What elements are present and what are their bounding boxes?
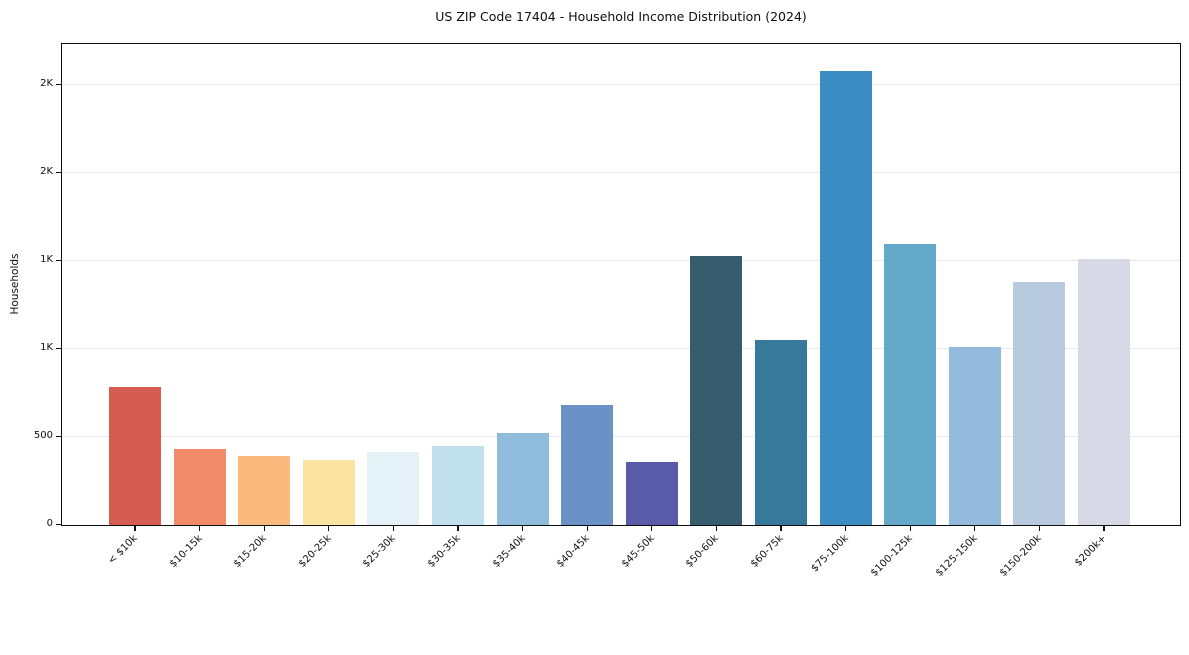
x-tick-label: $150-200k xyxy=(998,533,1045,579)
y-tick-mark xyxy=(56,347,61,349)
x-tick-mark xyxy=(457,526,459,531)
x-tick-mark xyxy=(715,526,718,531)
x-tick-label: $45-50k xyxy=(619,533,657,570)
x-tick-mark xyxy=(909,526,911,531)
gridline xyxy=(62,84,1180,86)
x-tick-label: $60-75k xyxy=(748,533,786,570)
plot-area: 0 500 1K 1K 2K 2K < $10k $10-15k $15-20k $20-25k $… xyxy=(34,43,1181,579)
y-tick-label: 2K xyxy=(40,166,53,178)
x-tick-mark xyxy=(586,526,588,531)
gridline xyxy=(62,172,1180,174)
bar-9 xyxy=(690,256,743,525)
x-tick-mark xyxy=(1103,526,1105,531)
y-tick-label: 1K xyxy=(40,342,53,354)
gridline xyxy=(62,260,1180,262)
bar-1 xyxy=(173,449,226,525)
y-tick-mark xyxy=(56,435,61,437)
bar-10 xyxy=(755,340,807,525)
y-tick-mark xyxy=(56,259,61,262)
x-tick-mark xyxy=(1038,526,1041,531)
x-tick-mark xyxy=(651,526,653,531)
bar-6 xyxy=(496,432,549,525)
x-tick-label: $15-20k xyxy=(232,533,269,570)
x-tick-label: $30-35k xyxy=(425,533,463,570)
x-tick-mark xyxy=(198,526,201,531)
x-tick-mark xyxy=(974,526,976,531)
x-tick-label: $25-30k xyxy=(361,533,399,570)
x-tick-label: $10-15k xyxy=(167,533,205,570)
y-tick-mark xyxy=(56,83,61,86)
x-tick-mark xyxy=(844,526,847,531)
bar-4 xyxy=(367,452,420,525)
y-tick-label: 500 xyxy=(33,430,53,442)
bar-12 xyxy=(884,243,937,525)
x-tick-label: $50-60k xyxy=(684,533,722,570)
x-tick-mark xyxy=(134,526,136,531)
x-tick-label: $125-150k xyxy=(933,533,980,579)
x-tick-label: $40-45k xyxy=(555,533,592,570)
x-tick-mark xyxy=(392,526,395,531)
x-tick-mark xyxy=(780,526,782,531)
gridline xyxy=(62,436,1180,438)
bar-5 xyxy=(432,445,484,525)
bar-7 xyxy=(561,405,614,525)
bar-15 xyxy=(1078,258,1130,525)
x-tick-label: $35-40k xyxy=(490,533,528,570)
x-tick-mark xyxy=(263,526,265,531)
chart-title: US ZIP Code 17404 - Household Income Dis… xyxy=(435,9,807,24)
x-tick-label: $100-125k xyxy=(869,533,915,579)
gridline xyxy=(62,348,1180,350)
x-tick-label: $75-100k xyxy=(808,533,851,575)
bar-13 xyxy=(948,347,1001,525)
bar-3 xyxy=(302,459,355,525)
y-tick-label: 1K xyxy=(40,254,53,266)
bar-2 xyxy=(238,455,291,525)
x-tick-label: $200k+ xyxy=(1072,533,1109,569)
x-tick-label: $20-25k xyxy=(296,533,334,570)
bar-11 xyxy=(819,70,872,525)
chart-figure: US ZIP Code 17404 - Household Income Dis… xyxy=(9,9,1181,579)
bar-0 xyxy=(109,386,161,525)
bar-8 xyxy=(625,461,678,525)
x-tick-label: < $10k xyxy=(106,533,140,567)
x-tick-mark xyxy=(328,526,330,531)
y-tick-mark xyxy=(56,523,61,525)
y-tick-label: 2K xyxy=(40,78,53,90)
y-tick-label: 0 xyxy=(46,518,53,529)
x-tick-mark xyxy=(521,526,524,531)
y-tick-mark xyxy=(56,171,61,174)
bar-14 xyxy=(1013,282,1066,525)
